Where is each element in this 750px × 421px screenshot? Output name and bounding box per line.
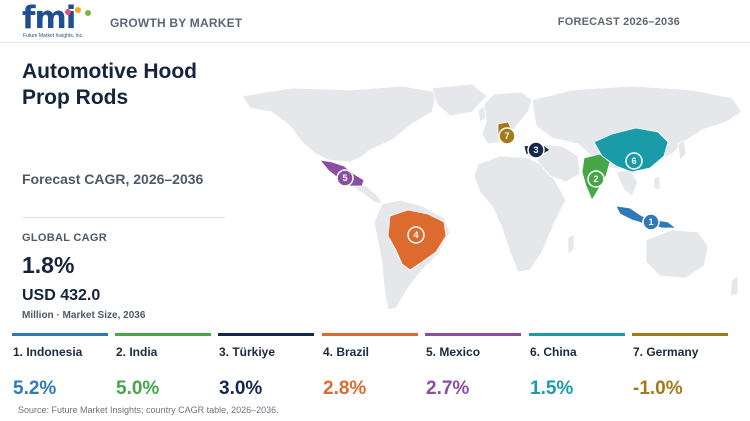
marker-label: 1 (648, 217, 653, 227)
marker-label: 4 (413, 230, 418, 240)
country-name: 3. Türkiye (219, 345, 276, 359)
global-cagr-value: 1.8% (22, 252, 75, 278)
logo-dot-icon (75, 7, 81, 13)
map-europe (481, 91, 533, 145)
country-name: 5. Mexico (426, 345, 481, 359)
country-name: 1. Indonesia (13, 345, 83, 359)
marker-label: 2 (593, 174, 598, 184)
world-map: 1 2 3 4 5 6 7 (241, 83, 743, 311)
marker-label: 7 (504, 131, 509, 141)
country-name: 6. China (530, 345, 577, 359)
country-cagr-value: 5.0% (116, 378, 160, 399)
country-item-indonesia: 1. Indonesia 5.2% (12, 333, 108, 403)
source-note: Source: Future Market Insights; country … (18, 405, 279, 415)
map-new-zealand (729, 275, 739, 297)
marker-label: 3 (533, 145, 538, 155)
map-japan (677, 139, 687, 161)
country-item-brazil: 4. Brazil 2.8% (322, 333, 418, 403)
global-cagr-label: GLOBAL CAGR (22, 232, 107, 244)
country-item-india: 2. India 5.0% (115, 333, 211, 403)
marker-china: 6 (625, 152, 643, 170)
marker-label: 5 (342, 173, 347, 183)
forecast-label: FORECAST 2026–2036 (557, 16, 680, 28)
logo-text: fmi (22, 0, 76, 36)
section-label: GROWTH BY MARKET (110, 16, 243, 30)
divider (22, 217, 225, 218)
map-madagascar (567, 233, 575, 255)
marker-turkiye: 3 (527, 141, 545, 159)
country-cagr-value: 3.0% (219, 378, 263, 399)
map-north-america (241, 85, 438, 163)
map-greenland (431, 83, 488, 117)
country-cagr-value: -1.0% (633, 378, 683, 399)
market-size-caption: Million · Market Size, 2036 (22, 310, 146, 321)
map-australia (645, 229, 709, 279)
market-size-value: USD 432.0 (22, 287, 101, 304)
country-name: 7. Germany (633, 345, 699, 359)
country-name: 2. India (116, 345, 158, 359)
fmi-logo[interactable]: fmi Future Market Insights, Inc. (22, 0, 94, 40)
forecast-cagr-label: Forecast CAGR, 2026–2036 (22, 171, 204, 187)
marker-label: 6 (631, 156, 636, 166)
header-bar: fmi Future Market Insights, Inc. GROWTH … (0, 0, 750, 43)
logo-subtitle: Future Market Insights, Inc. (23, 33, 84, 39)
map-indonesia (615, 205, 678, 229)
country-item-germany: 7. Germany -1.0% (632, 333, 728, 403)
country-cagr-value: 2.7% (426, 378, 470, 399)
country-cagr-list: 1. Indonesia 5.2% 2. India 5.0% 3. Türki… (12, 333, 736, 403)
map-uk (477, 105, 487, 123)
marker-mexico: 5 (336, 169, 354, 187)
country-item-turkiye: 3. Türkiye 3.0% (218, 333, 314, 403)
page-title: Automotive Hood Prop Rods (22, 60, 197, 109)
map-china (593, 127, 669, 173)
country-item-mexico: 5. Mexico 2.7% (425, 333, 521, 403)
map-se-asia (615, 169, 639, 197)
marker-indonesia: 1 (642, 213, 660, 231)
country-cagr-value: 5.2% (13, 378, 57, 399)
map-africa (473, 155, 567, 273)
country-cagr-value: 2.8% (323, 378, 367, 399)
marker-brazil: 4 (407, 226, 425, 244)
logo-dot-icon (85, 10, 91, 16)
country-cagr-value: 1.5% (530, 378, 574, 399)
country-item-china: 6. China 1.5% (529, 333, 625, 403)
map-philippines (653, 175, 661, 191)
country-name: 4. Brazil (323, 345, 370, 359)
marker-germany: 7 (498, 127, 516, 145)
logo-dot-icon (65, 9, 71, 15)
marker-india: 2 (587, 170, 605, 188)
